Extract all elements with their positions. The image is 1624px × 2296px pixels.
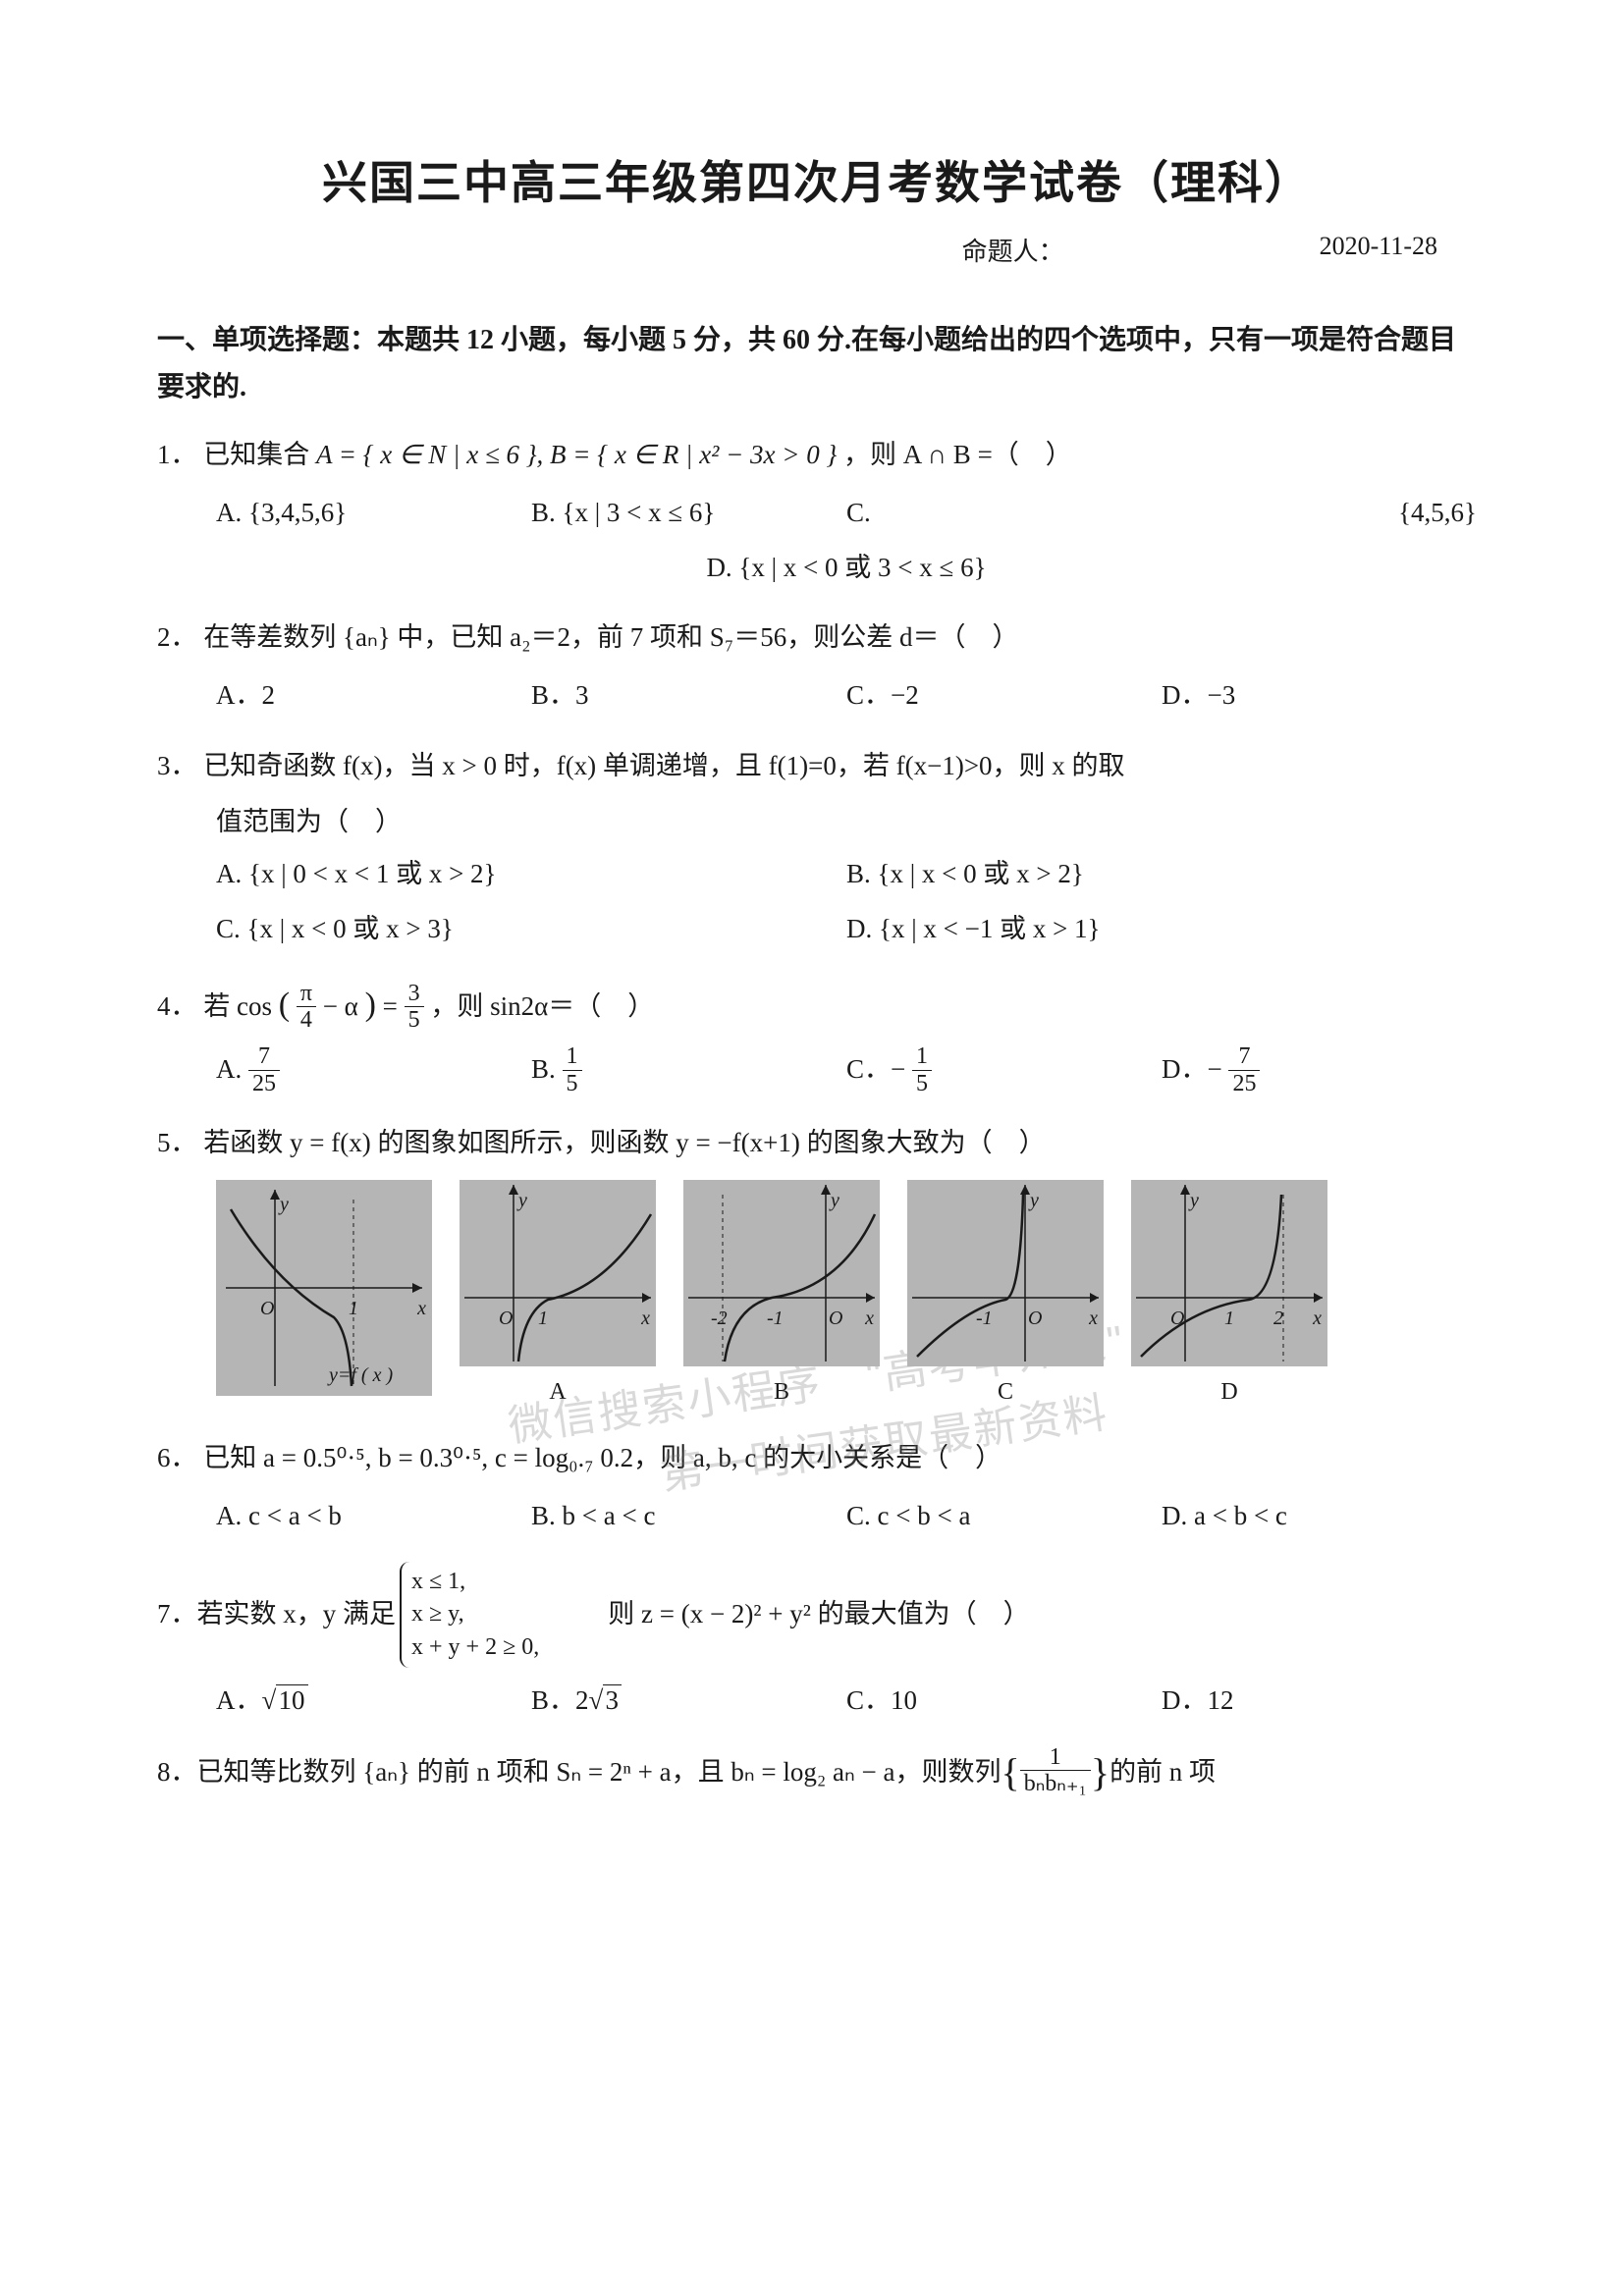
- q1-opt-a: A. {3,4,5,6}: [216, 486, 531, 540]
- q5-num: 5．: [157, 1128, 197, 1157]
- page-title: 兴国三中高三年级第四次月考数学试卷（理科）: [157, 147, 1477, 212]
- author-label: 命题人：: [962, 232, 1064, 268]
- question-2: 2． 在等差数列 {aₙ} 中，已知 a₂＝2，前 7 项和 S₇＝56，则公差…: [157, 613, 1477, 723]
- q7-stem-a: 若实数 x，y 满足: [197, 1589, 397, 1639]
- q3-stem2: 值范围为（ ）: [216, 797, 1477, 847]
- q6-opt-c: C. c < b < a: [846, 1489, 1162, 1543]
- q3-opt-a: A. {x | 0 < x < 1 或 x > 2}: [216, 847, 846, 901]
- q2-opt-b: B．3: [531, 668, 846, 722]
- q8-frac: 1 bₙbₙ₊₁: [1020, 1744, 1091, 1797]
- q1-stem-c: ，则 A ∩ B =（ ）: [843, 440, 1072, 469]
- q4-arg-mid: − α: [323, 991, 358, 1021]
- q7-stem-b: 则 z = (x − 2)² + y² 的最大值为（ ）: [608, 1589, 1029, 1639]
- q1-opt-c-extra: {4,5,6}: [972, 486, 1477, 540]
- q5-graph-c: y O -1 x: [907, 1180, 1104, 1366]
- q5-graphs: y O 1 x y=f ( x ) y: [216, 1180, 1477, 1415]
- q5-cap-b: B: [683, 1370, 880, 1415]
- q3-num: 3．: [157, 751, 197, 780]
- q6-num: 6．: [157, 1443, 197, 1472]
- q1-num: 1．: [157, 440, 197, 469]
- q8-num: 8．: [157, 1747, 197, 1797]
- question-7: 7． 若实数 x，y 满足 x ≤ 1, x ≥ y, x + y + 2 ≥ …: [157, 1562, 1477, 1729]
- question-5: 5． 若函数 y = f(x) 的图象如图所示，则函数 y = −f(x+1) …: [157, 1118, 1477, 1415]
- q8-stem-a: 已知等比数列 {aₙ} 的前 n 项和 Sₙ = 2ⁿ + a，且 bₙ = l…: [197, 1747, 1001, 1797]
- q7-num: 7．: [157, 1589, 197, 1639]
- q1-opt-c: C.: [846, 486, 972, 540]
- q5-cap-d: D: [1131, 1370, 1327, 1415]
- q4-stem-b: ，则 sin2α＝（ ）: [430, 991, 654, 1021]
- q8-stem-b: 的前 n 项: [1110, 1747, 1216, 1797]
- q7-opt-b: B．23: [531, 1674, 846, 1728]
- q3-stem1: 已知奇函数 f(x)，当 x > 0 时，f(x) 单调递增，且 f(1)=0，…: [203, 751, 1124, 780]
- section-heading: 一、单项选择题：本题共 12 小题，每小题 5 分，共 60 分.在每小题给出的…: [157, 317, 1477, 410]
- question-1: 1． 已知集合 A = { x ∈ N | x ≤ 6 }, B = { x ∈…: [157, 430, 1477, 595]
- q5-stem: 若函数 y = f(x) 的图象如图所示，则函数 y = −f(x+1) 的图象…: [203, 1128, 1045, 1157]
- q6-opt-a: A. c < a < b: [216, 1489, 531, 1543]
- q2-opt-d: D．−3: [1162, 668, 1477, 722]
- q5-cap-a: A: [460, 1370, 656, 1415]
- q4-opt-c: C．− 15: [846, 1042, 1162, 1100]
- q2-stem: 在等差数列 {aₙ} 中，已知 a₂＝2，前 7 项和 S₇＝56，则公差 d＝…: [203, 622, 1018, 652]
- q6-stem: 已知 a = 0.5⁰·⁵, b = 0.3⁰·⁵, c = log₀.₇ 0.…: [203, 1443, 1001, 1472]
- question-4: 4． 若 cos ( π 4 − α ) = 3 5 ，则 sin2α＝（ ） …: [157, 974, 1477, 1100]
- q4-rhs-frac: 3 5: [405, 981, 424, 1034]
- q5-graph-a: y O 1 x: [460, 1180, 656, 1366]
- brace-right-icon: }: [1091, 1763, 1110, 1783]
- q3-opt-d: D. {x | x < −1 或 x > 1}: [846, 902, 1477, 956]
- q4-arg-frac: π 4: [297, 981, 316, 1034]
- q7-constraints: x ≤ 1, x ≥ y, x + y + 2 ≥ 0,: [400, 1562, 545, 1669]
- q2-opt-c: C．−2: [846, 668, 1162, 722]
- q7-opt-a: A．10: [216, 1674, 531, 1728]
- q3-opt-c: C. {x | x < 0 或 x > 3}: [216, 902, 846, 956]
- question-6: 6． 已知 a = 0.5⁰·⁵, b = 0.3⁰·⁵, c = log₀.₇…: [157, 1433, 1477, 1544]
- q4-opt-b: B. 15: [531, 1042, 846, 1100]
- q6-opt-b: B. b < a < c: [531, 1489, 846, 1543]
- question-8: 8． 已知等比数列 {aₙ} 的前 n 项和 Sₙ = 2ⁿ + a，且 bₙ …: [157, 1746, 1477, 1799]
- q5-graph-main: y O 1 x y=f ( x ): [216, 1180, 432, 1396]
- q7-opt-d: D．12: [1162, 1674, 1477, 1728]
- q1-stem-a: 已知集合: [203, 440, 316, 469]
- meta-row: 命题人： 2020-11-28: [157, 232, 1437, 268]
- q4-opt-a: A. 725: [216, 1042, 531, 1100]
- question-3: 3． 已知奇函数 f(x)，当 x > 0 时，f(x) 单调递增，且 f(1)…: [157, 741, 1477, 956]
- q4-stem-a: 若 cos: [203, 991, 272, 1021]
- q1-opt-b: B. {x | 3 < x ≤ 6}: [531, 486, 846, 540]
- q5-graph-b: y O -2 -1 x: [683, 1180, 880, 1366]
- q6-opt-d: D. a < b < c: [1162, 1489, 1477, 1543]
- q1-stem-math: A = { x ∈ N | x ≤ 6 }, B = { x ∈ R | x² …: [316, 440, 837, 469]
- brace-left-icon: {: [1001, 1763, 1019, 1783]
- q5-graph-d: y O 1 2 x: [1131, 1180, 1327, 1366]
- q4-num: 4．: [157, 991, 197, 1021]
- q1-opt-d: D. {x | x < 0 或 3 < x ≤ 6}: [531, 541, 1162, 595]
- q2-num: 2．: [157, 622, 197, 652]
- q3-opt-b: B. {x | x < 0 或 x > 2}: [846, 847, 1477, 901]
- q7-opt-c: C．10: [846, 1674, 1162, 1728]
- date-text: 2020-11-28: [1320, 232, 1437, 268]
- q5-cap-c: C: [907, 1370, 1104, 1415]
- q4-opt-d: D．− 725: [1162, 1042, 1477, 1100]
- q2-opt-a: A．2: [216, 668, 531, 722]
